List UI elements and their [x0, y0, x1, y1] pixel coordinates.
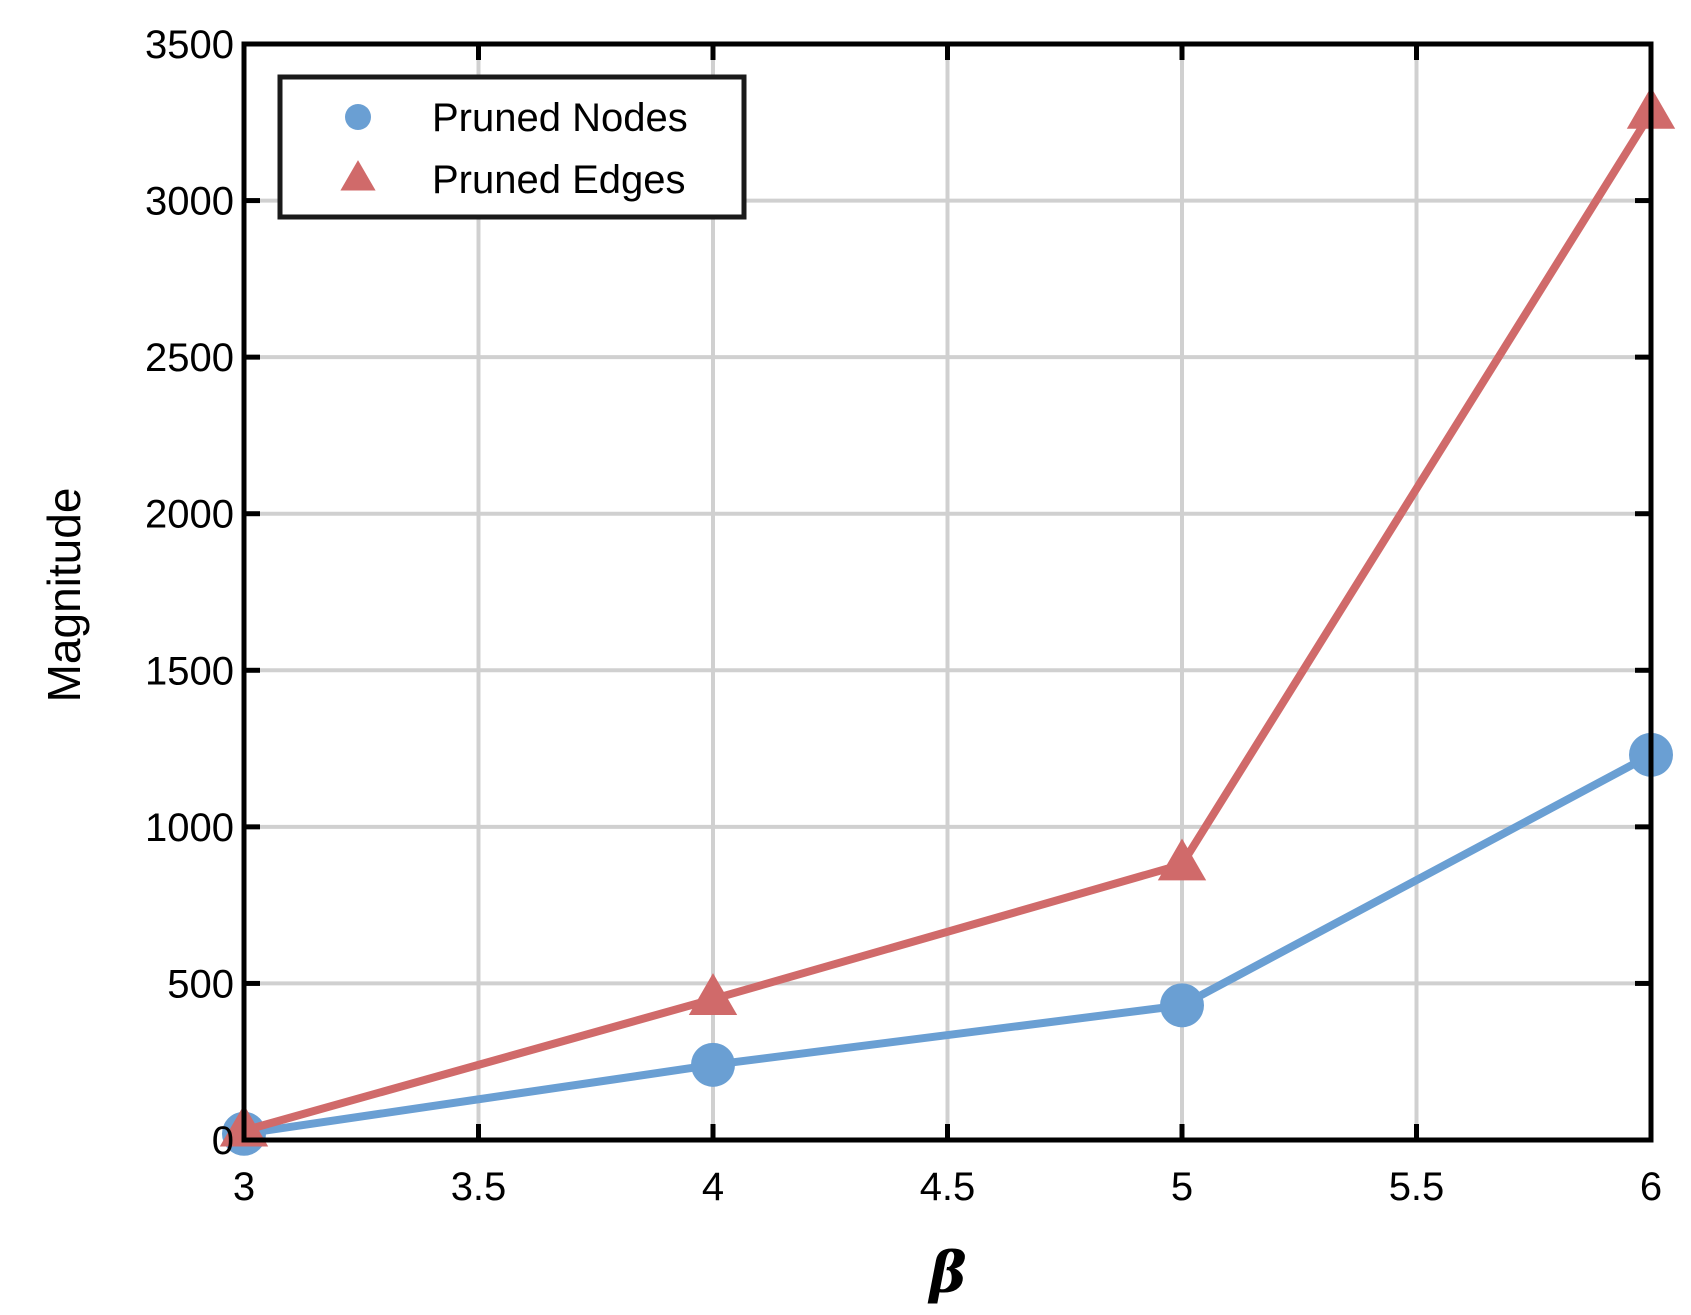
legend-item: Pruned Edges [340, 158, 686, 202]
x-tick-label: 3 [233, 1165, 255, 1209]
series-layer [219, 86, 1676, 1156]
y-tick-label: 3000 [145, 180, 234, 224]
tick-labels: 3 3.5 4 4.5 5 5.5 6 0 500 1000 1500 2000 2500 3000 350… [145, 23, 1662, 1209]
y-tick-label: 3500 [145, 23, 234, 67]
data-point [688, 973, 738, 1015]
y-axis-title: Magnitude [38, 488, 90, 703]
grid [242, 42, 1653, 1142]
legend-box [277, 74, 747, 220]
y-tick-label: 2000 [145, 493, 234, 537]
y-tick-label: 1000 [145, 806, 234, 850]
legend: Pruned Nodes Pruned Edges [277, 74, 747, 220]
series-line [242, 110, 1655, 1135]
series-line [243, 751, 1653, 1138]
data-point [1160, 983, 1204, 1028]
y-tick-label: 500 [167, 962, 234, 1006]
legend-item: Pruned Nodes [345, 96, 688, 140]
x-tick-label: 3.5 [451, 1165, 507, 1209]
x-tick-label: 5 [1171, 1165, 1193, 1209]
x-tick-label: 5.5 [1389, 1165, 1445, 1209]
y-tick-label: 0 [212, 1119, 234, 1163]
y-tick-label: 1500 [145, 649, 234, 693]
x-axis-title: β [927, 1240, 966, 1306]
plot-frame [241, 41, 1654, 1143]
x-tick-label: 4.5 [920, 1165, 976, 1209]
legend-label: Pruned Edges [432, 158, 686, 202]
legend-marker [340, 160, 376, 191]
axes [241, 41, 1654, 1143]
legend-label: Pruned Nodes [432, 96, 688, 140]
y-tick-label: 2500 [145, 336, 234, 380]
legend-marker [345, 104, 371, 130]
data-point [1157, 838, 1207, 881]
data-point [691, 1042, 735, 1087]
x-tick-label: 6 [1640, 1165, 1662, 1209]
x-tick-label: 4 [702, 1165, 724, 1209]
